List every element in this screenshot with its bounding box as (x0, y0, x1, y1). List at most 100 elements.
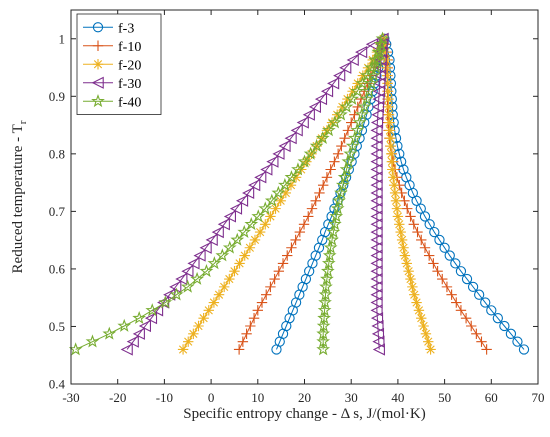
data-point (320, 85, 334, 98)
data-point (326, 224, 341, 238)
data-point (245, 320, 256, 332)
data-point (434, 234, 445, 246)
data-point (371, 108, 384, 121)
data-point (237, 224, 252, 238)
data-point (342, 125, 354, 136)
data-point (251, 209, 266, 223)
plot-marks (68, 31, 530, 356)
data-point (233, 344, 245, 355)
y-axis-label: Reduced temperature - Tr (10, 120, 29, 273)
data-point (362, 84, 376, 98)
data-point (381, 70, 393, 81)
legend-marker (91, 94, 105, 108)
data-point (315, 130, 330, 145)
data-point (399, 250, 411, 261)
data-point (437, 273, 448, 285)
data-point (327, 115, 342, 129)
data-point (370, 194, 383, 207)
data-point (518, 344, 530, 355)
data-point (370, 139, 383, 153)
data-point (322, 248, 337, 262)
data-point (223, 210, 236, 223)
data-point (291, 162, 305, 176)
y-tick-label: 0.6 (49, 261, 66, 276)
data-point (364, 60, 379, 74)
data-point (306, 203, 318, 214)
data-point (423, 250, 435, 261)
data-point (244, 242, 256, 253)
data-point (310, 195, 321, 206)
x-tick-label: -10 (156, 390, 173, 405)
x-tick-label: 30 (345, 390, 358, 405)
data-point (336, 140, 347, 152)
data-point (242, 186, 255, 200)
data-point (332, 193, 346, 207)
data-point (402, 203, 413, 214)
data-point (85, 334, 100, 348)
data-point (398, 242, 409, 253)
data-point (239, 250, 250, 261)
data-point (380, 46, 391, 58)
data-point (215, 248, 230, 262)
data-point (492, 313, 503, 324)
data-point (386, 156, 398, 167)
data-point (451, 297, 462, 308)
data-point (126, 335, 139, 348)
data-point (320, 264, 335, 278)
x-tick-label: -20 (109, 390, 126, 405)
data-point (177, 344, 189, 355)
data-point (264, 193, 279, 207)
data-point (370, 124, 383, 137)
data-point (187, 257, 200, 270)
data-point (395, 226, 406, 238)
data-point (370, 116, 384, 129)
data-point (188, 328, 199, 340)
data-point (370, 52, 385, 66)
legend-label: f-3 (118, 21, 134, 36)
data-point (256, 297, 268, 308)
data-point (199, 264, 214, 278)
data-point (349, 109, 360, 120)
data-point (374, 61, 387, 74)
data-point (372, 44, 387, 58)
data-point (327, 217, 342, 231)
data-point (270, 203, 281, 214)
data-point (203, 305, 214, 316)
data-point (370, 233, 383, 247)
data-point (405, 273, 416, 285)
y-tick-label: 0.8 (49, 146, 65, 161)
legend-marker (91, 76, 104, 89)
legend: f-3 f-10 f-20 f-30 f-40 (76, 13, 162, 115)
data-point (382, 78, 393, 89)
data-point (455, 305, 467, 316)
y-tick-label: 0.4 (49, 377, 66, 392)
data-point (419, 242, 431, 253)
data-point (381, 62, 392, 73)
data-point (330, 201, 345, 215)
data-point (241, 328, 252, 340)
data-point (466, 320, 477, 332)
data-point (357, 99, 372, 113)
data-point (370, 179, 383, 192)
data-point (278, 177, 292, 191)
data-point (321, 125, 333, 136)
data-point (325, 232, 339, 246)
data-point (370, 155, 383, 168)
data-point (316, 342, 331, 356)
x-tick-label: 40 (391, 390, 404, 405)
data-point (486, 305, 497, 316)
data-point (284, 132, 297, 145)
data-point (260, 163, 273, 176)
data-point (370, 163, 383, 176)
data-point (460, 312, 472, 324)
data-point (382, 86, 394, 97)
data-point (234, 258, 245, 269)
data-point (370, 132, 383, 145)
data-point (337, 170, 352, 184)
data-point (229, 266, 240, 277)
data-point (471, 328, 482, 340)
data-point (371, 327, 385, 340)
data-point (350, 123, 365, 137)
data-point (423, 336, 434, 347)
